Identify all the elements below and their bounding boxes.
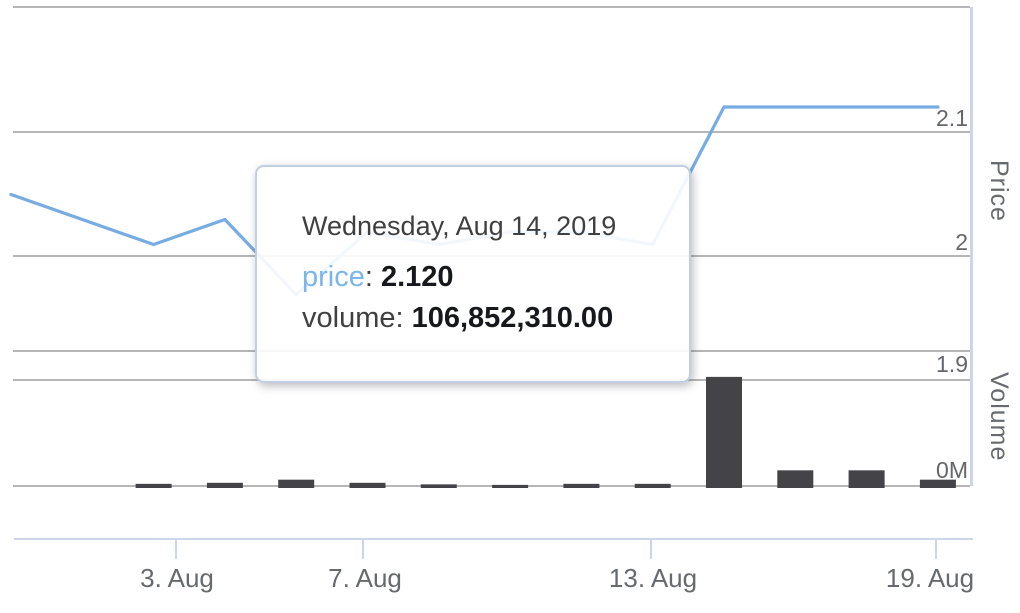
volume-bar[interactable] [563, 483, 600, 488]
volume-bar[interactable] [492, 484, 529, 488]
price-tick-label-2: 2 [955, 229, 968, 255]
volume-bar[interactable] [420, 484, 457, 488]
x-tick-label-3aug: 3. Aug [140, 563, 214, 593]
tooltip-price-value: 2.120 [380, 261, 454, 293]
tooltip-price-separator: : [364, 261, 381, 293]
volume-bar[interactable] [777, 470, 814, 488]
tooltip-price-row: price: 2.120 [302, 257, 689, 298]
volume-bar[interactable] [919, 479, 956, 488]
volume-bar[interactable] [848, 470, 885, 488]
volume-bar[interactable] [135, 483, 172, 488]
volume-bar[interactable] [206, 482, 243, 488]
x-tick-label-7aug: 7. Aug [328, 563, 402, 593]
tooltip: Wednesday, Aug 14, 2019 price: 2.120 vol… [255, 165, 691, 383]
x-tick-label-19aug: 19. Aug [885, 563, 975, 593]
price-tick-label-2.1: 2.1 [936, 105, 968, 131]
tooltip-volume-label: volume: [302, 302, 412, 334]
volume-bar[interactable] [706, 376, 742, 488]
tooltip-price-label: price [302, 261, 365, 293]
tooltip-date: Wednesday, Aug 14, 2019 [302, 211, 617, 241]
volume-bar[interactable] [634, 483, 671, 488]
price-tick-label-1.9: 1.9 [936, 351, 968, 377]
volume-axis-title: Volume [985, 372, 1013, 462]
tooltip-volume-value: 106,852,310.00 [411, 302, 614, 334]
volume-tick-label-0m: 0M [936, 457, 968, 483]
volume-bar[interactable] [349, 482, 386, 488]
x-tick-label-13aug: 13. Aug [608, 563, 698, 593]
price-axis-title: Price [985, 160, 1013, 222]
volume-bar[interactable] [278, 479, 315, 488]
tooltip-volume-row: volume: 106,852,310.00 [302, 298, 689, 339]
